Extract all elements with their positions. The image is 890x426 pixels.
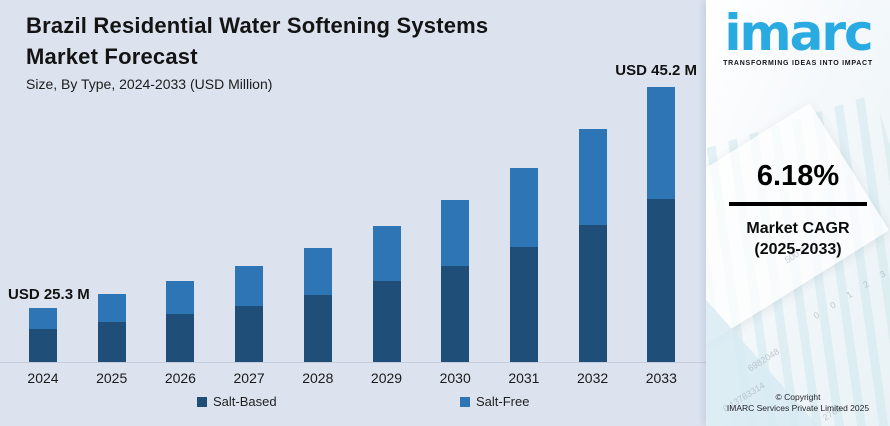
x-axis-label-2026: 2026: [164, 370, 196, 386]
bar-segment-salt-free-2026[interactable]: [166, 281, 195, 314]
decor-chart-stripes: [706, 94, 890, 426]
bar-segment-salt-based-2029[interactable]: [372, 281, 401, 362]
x-axis-label-2025: 2025: [96, 370, 128, 386]
copyright-line2: IMARC Services Private Limited 2025: [726, 403, 870, 413]
cagr-label-line2: (2025-2033): [754, 241, 842, 258]
bar-segment-salt-free-2032[interactable]: [578, 129, 607, 225]
bar-segment-salt-free-2024[interactable]: [29, 308, 57, 329]
bar-segment-salt-based-2033[interactable]: [647, 199, 676, 362]
imarc-logo-tagline: TRANSFORMING IDEAS INTO IMPACT: [723, 60, 873, 67]
legend-label-salt-based: Salt-Based: [213, 394, 277, 409]
chart-title-line1: Brazil Residential Water Softening Syste…: [26, 13, 489, 38]
bar-segment-salt-free-2025[interactable]: [97, 294, 126, 322]
bar-segment-salt-based-2028[interactable]: [303, 295, 332, 362]
imarc-logo-text: imarc: [724, 4, 873, 62]
copyright-line1: © Copyright: [775, 392, 821, 402]
value-label-2033: USD 45.2 M: [615, 62, 697, 79]
bar-segment-salt-based-2024[interactable]: [29, 329, 57, 362]
chart-header: Brazil Residential Water Softening Syste…: [26, 10, 676, 92]
bar-segment-salt-based-2032[interactable]: [578, 225, 607, 362]
chart-legend: Salt-Based Salt-Free: [0, 394, 706, 414]
value-label-2024: USD 25.3 M: [8, 286, 90, 303]
bar-segment-salt-based-2026[interactable]: [166, 314, 195, 362]
bar-2032[interactable]: [578, 129, 607, 362]
cagr-label-line1: Market CAGR: [746, 220, 850, 237]
imarc-logo: imarc TRANSFORMING IDEAS INTO IMPACT: [706, 6, 890, 67]
decor-number: 6982048: [746, 346, 782, 374]
bar-2029[interactable]: [372, 226, 401, 362]
bar-2024[interactable]: [29, 308, 57, 362]
bar-segment-salt-free-2030[interactable]: [441, 200, 470, 266]
bar-segment-salt-based-2031[interactable]: [509, 247, 538, 362]
legend-item-salt-based[interactable]: Salt-Based: [197, 394, 277, 409]
x-axis-label-2024: 2024: [27, 370, 59, 386]
brand-panel: 500.0 0 0 1 2 3 4 6982048 0.13783314 276…: [706, 0, 890, 426]
x-axis-label-2031: 2031: [508, 370, 540, 386]
bar-2027[interactable]: [235, 266, 264, 362]
chart-title-line2: Market Forecast: [26, 44, 198, 69]
bar-2026[interactable]: [166, 281, 195, 362]
copyright-block: © Copyright IMARC Services Private Limit…: [706, 392, 890, 414]
legend-swatch-salt-based-icon: [197, 396, 207, 407]
bar-segment-salt-based-2025[interactable]: [97, 322, 126, 362]
cagr-value: 6.18%: [756, 160, 840, 192]
bar-2033[interactable]: [647, 87, 676, 362]
x-axis-label-2027: 2027: [233, 370, 265, 386]
bar-segment-salt-free-2027[interactable]: [235, 266, 264, 306]
cagr-block: 6.18% Market CAGR (2025-2033): [706, 160, 890, 260]
legend-item-salt-free[interactable]: Salt-Free: [460, 394, 529, 409]
x-axis-label-2029: 2029: [370, 370, 403, 386]
legend-swatch-salt-free-icon: [460, 396, 470, 407]
bar-segment-salt-free-2028[interactable]: [303, 248, 332, 295]
chart-region: Brazil Residential Water Softening Syste…: [0, 10, 706, 414]
x-axis-label-2033: 2033: [645, 370, 677, 386]
chart-area: [0, 87, 706, 363]
bar-2028[interactable]: [303, 248, 332, 362]
bar-segment-salt-based-2030[interactable]: [441, 266, 470, 362]
bar-segment-salt-free-2033[interactable]: [647, 87, 676, 199]
bar-2030[interactable]: [441, 200, 470, 362]
bar-segment-salt-based-2027[interactable]: [235, 306, 264, 362]
bar-2031[interactable]: [509, 168, 538, 362]
bar-segment-salt-free-2029[interactable]: [372, 226, 401, 281]
x-axis-label-2028: 2028: [302, 370, 334, 386]
legend-label-salt-free: Salt-Free: [476, 394, 530, 409]
chart-subtitle: Size, By Type, 2024-2033 (USD Million): [26, 76, 273, 92]
bar-2025[interactable]: [97, 294, 126, 362]
x-axis-label-2032: 2032: [577, 370, 609, 386]
decor-number: 0 0 1 2 3 4: [811, 255, 890, 322]
bar-segment-salt-free-2031[interactable]: [509, 168, 538, 247]
cagr-divider: [729, 202, 867, 206]
x-axis-label-2030: 2030: [439, 370, 471, 386]
